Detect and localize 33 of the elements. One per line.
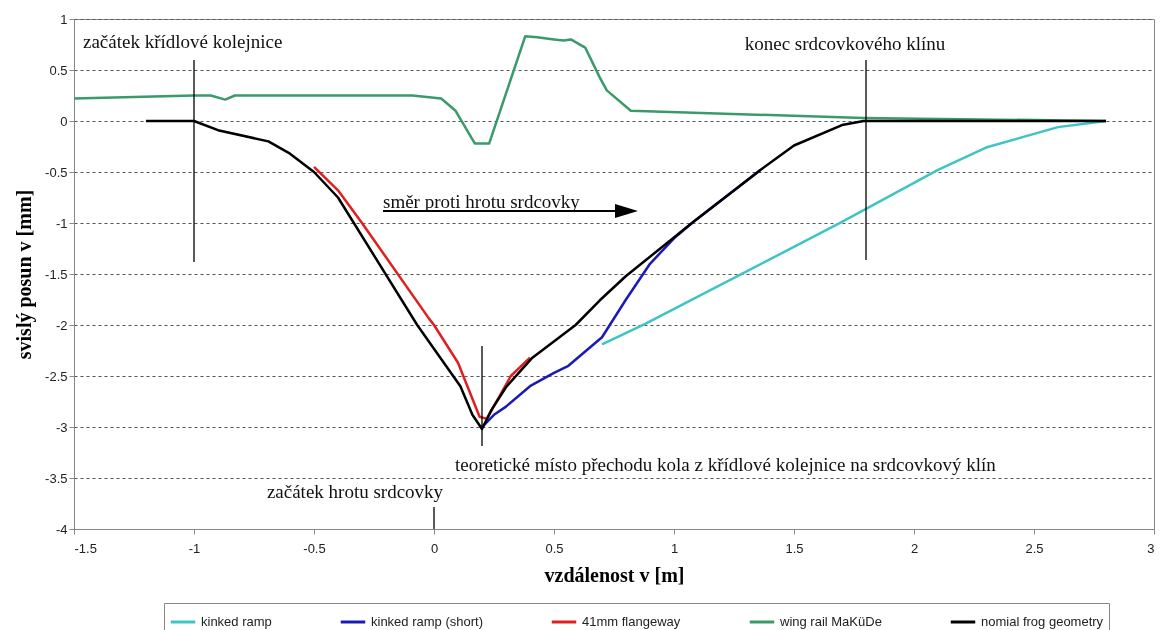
- x-tick-label: 1: [670, 540, 679, 556]
- ref-line-label: konec srdcovkového klínu: [744, 33, 946, 54]
- y-tick-label: -3: [55, 419, 68, 435]
- y-tick-label: -0.5: [45, 164, 68, 180]
- y-tick-label: 1: [60, 11, 68, 27]
- y-tick-label: -3.5: [45, 470, 68, 486]
- legend-label: nomial frog geometry: [981, 614, 1104, 629]
- x-tick-label: 2: [910, 540, 919, 556]
- x-tick-label: 3: [1147, 540, 1155, 556]
- annotation: směr proti hrotu srdcovky: [383, 191, 581, 212]
- ref-line-label: teoretické místo přechodu kola z křídlové kolejnice na srdcovkový klín: [455, 454, 997, 475]
- y-tick-label: -2.5: [45, 368, 68, 384]
- x-tick-label: -1.5: [74, 540, 97, 556]
- y-tick-label: -1: [55, 215, 68, 231]
- legend-label: kinked ramp: [201, 614, 272, 629]
- y-tick-label: -4: [55, 521, 68, 537]
- legend-label: wing rail MaKüDe: [779, 614, 882, 629]
- legend-label: kinked ramp (short): [371, 614, 483, 629]
- x-tick-label: 2.5: [1025, 540, 1044, 556]
- x-tick-label: 0: [430, 540, 439, 556]
- x-tick-label: 1.5: [785, 540, 804, 556]
- y-tick-label: -2: [55, 317, 68, 333]
- ref-line-label: začátek křídlové kolejnice: [83, 31, 283, 52]
- x-tick-label: -1: [188, 540, 201, 556]
- legend-label: 41mm flangeway: [582, 614, 681, 629]
- y-tick-label: 0: [60, 113, 68, 129]
- y-axis-title: svislý posun v [mm]: [13, 189, 37, 360]
- x-tick-label: -0.5: [303, 540, 326, 556]
- x-axis-title: vzdálenost v [m]: [544, 563, 685, 586]
- x-tick-label: 0.5: [545, 540, 564, 556]
- ref-line-label: začátek hrotu srdcovky: [266, 481, 444, 502]
- y-tick-label: -1.5: [45, 266, 68, 282]
- y-tick-label: 0.5: [49, 62, 68, 78]
